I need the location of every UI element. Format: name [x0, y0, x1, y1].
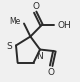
Text: O: O — [32, 2, 40, 11]
Text: S: S — [6, 42, 12, 51]
Text: N: N — [36, 52, 43, 61]
Text: OH: OH — [58, 21, 71, 30]
Text: O: O — [48, 68, 55, 77]
Text: Me: Me — [10, 17, 21, 26]
